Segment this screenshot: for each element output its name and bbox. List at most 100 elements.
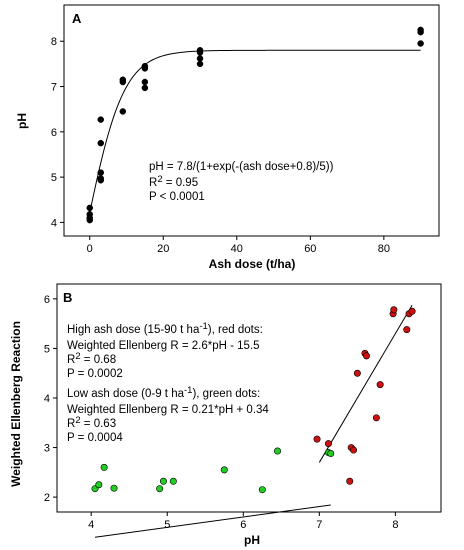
data-point bbox=[196, 55, 204, 62]
panel-b-points bbox=[91, 306, 416, 494]
x-tick-label: 60 bbox=[304, 243, 316, 255]
panel-b-low-line1-sup: -1 bbox=[184, 385, 192, 396]
data-point bbox=[100, 463, 108, 471]
data-point bbox=[376, 381, 384, 389]
panel-a-r2-sup: 2 bbox=[157, 174, 162, 185]
x-tick-label: 6 bbox=[240, 519, 246, 531]
data-point bbox=[220, 466, 228, 474]
data-point bbox=[141, 78, 149, 86]
panel-b-high-line1: High ash dose (15-90 t ha-1), red dots: bbox=[67, 321, 263, 336]
data-point bbox=[141, 84, 149, 92]
panel-b-high-line1-b: ), red dots: bbox=[208, 324, 263, 336]
panel-b-high-pvalue: P = 0.0002 bbox=[67, 368, 123, 380]
data-point bbox=[97, 139, 105, 147]
panel-b-low-r2-sup: 2 bbox=[75, 415, 80, 426]
data-point bbox=[97, 169, 105, 176]
panel-a-equation: pH = 7.8/(1+exp(-(ash dose+0.8)/5)) bbox=[149, 161, 334, 173]
panel-b: B 4 5 6 7 8 2 3 4 5 6 pH Weighted Ellenberg React… bbox=[9, 283, 442, 547]
panel-b-low-equation: Weighted Ellenberg R = 0.21*pH + 0.34 bbox=[67, 404, 269, 416]
data-point bbox=[110, 484, 118, 492]
data-point bbox=[169, 477, 177, 485]
data-point bbox=[324, 440, 332, 448]
x-tick-label: 8 bbox=[392, 519, 398, 531]
panel-a-fit-curve bbox=[89, 49, 421, 213]
panel-b-xlabel: pH bbox=[244, 533, 260, 547]
y-tick-label: 5 bbox=[51, 172, 57, 184]
data-point bbox=[97, 116, 105, 123]
panel-b-low-line1-b: ), green dots: bbox=[192, 388, 260, 400]
panel-a-r2: R2 = 0.95 bbox=[149, 174, 198, 189]
data-point bbox=[86, 204, 93, 212]
panel-a-r2-value: = 0.95 bbox=[163, 177, 199, 189]
panel-b-high-equation: Weighted Ellenberg R = 2.6*pH - 15.5 bbox=[67, 340, 260, 352]
panel-b-low-r2: R2 = 0.63 bbox=[67, 415, 116, 430]
data-point bbox=[350, 446, 358, 454]
data-point bbox=[159, 477, 167, 485]
panel-a-ylabel: pH bbox=[15, 113, 29, 129]
panel-a-points bbox=[86, 26, 424, 224]
data-point bbox=[417, 40, 424, 47]
x-tick-label: 40 bbox=[231, 243, 243, 255]
y-tick-label: 6 bbox=[51, 127, 57, 139]
data-point bbox=[417, 26, 424, 34]
data-point bbox=[403, 326, 411, 334]
panel-b-high-r2: R2 = 0.68 bbox=[67, 351, 116, 366]
panel-b-low-r2-prefix: R bbox=[67, 418, 75, 430]
y-tick-label: 2 bbox=[44, 492, 50, 504]
data-point bbox=[156, 485, 164, 493]
panel-a-frame bbox=[63, 4, 440, 237]
data-point bbox=[390, 306, 398, 314]
panel-a-ticks: 0 20 40 60 80 4 5 6 7 8 bbox=[51, 36, 390, 255]
x-tick-label: 7 bbox=[316, 519, 322, 531]
data-point bbox=[372, 414, 380, 422]
panel-b-low-line1-a: Low ash dose (0-9 t ha bbox=[67, 388, 185, 400]
panel-a-pvalue: P < 0.0001 bbox=[149, 191, 205, 203]
data-point bbox=[258, 486, 266, 494]
panel-b-high-r2-sup: 2 bbox=[75, 351, 80, 362]
y-tick-label: 7 bbox=[51, 82, 57, 94]
data-point bbox=[362, 352, 370, 360]
panel-a-label: A bbox=[72, 11, 82, 26]
data-point bbox=[86, 211, 93, 218]
panel-b-ylabel: Weighted Ellenberg Reaction bbox=[9, 321, 23, 487]
data-point bbox=[97, 175, 105, 182]
data-point bbox=[196, 47, 204, 54]
y-tick-label: 3 bbox=[44, 443, 50, 455]
data-point bbox=[274, 447, 282, 455]
panel-b-low-pvalue: P = 0.0004 bbox=[67, 432, 123, 444]
data-point bbox=[327, 450, 335, 458]
panel-b-high-line1-sup: -1 bbox=[199, 321, 207, 332]
y-tick-label: 8 bbox=[51, 36, 57, 48]
x-tick-label: 4 bbox=[88, 519, 94, 531]
data-point bbox=[141, 62, 149, 70]
fit-curve bbox=[89, 49, 421, 213]
fit-line bbox=[318, 304, 413, 463]
x-tick-label: 80 bbox=[378, 243, 390, 255]
data-point bbox=[95, 481, 103, 489]
data-point bbox=[346, 477, 354, 485]
x-tick-label: 0 bbox=[87, 243, 93, 255]
panel-a: A 0 20 40 60 80 4 5 6 7 8 Ash dose (t/ha) pH pH =… bbox=[15, 4, 440, 271]
data-point bbox=[408, 307, 416, 315]
x-tick-label: 5 bbox=[164, 519, 170, 531]
panel-a-r2-prefix: R bbox=[149, 177, 157, 189]
data-point bbox=[119, 76, 127, 83]
y-tick-label: 5 bbox=[44, 343, 50, 355]
panel-a-xlabel: Ash dose (t/ha) bbox=[209, 257, 296, 271]
panel-b-fit-lines bbox=[94, 304, 413, 538]
panel-b-low-r2-value: = 0.63 bbox=[81, 418, 117, 430]
y-tick-label: 6 bbox=[44, 294, 50, 306]
panel-b-low-line1: Low ash dose (0-9 t ha-1), green dots: bbox=[67, 385, 260, 400]
panel-b-high-r2-prefix: R bbox=[67, 354, 75, 366]
panel-b-label: B bbox=[63, 290, 72, 305]
panel-b-high-r2-value: = 0.68 bbox=[81, 354, 117, 366]
y-tick-label: 4 bbox=[44, 393, 50, 405]
panel-b-high-line1-a: High ash dose (15-90 t ha bbox=[67, 324, 200, 336]
data-point bbox=[119, 108, 127, 115]
fit-line bbox=[94, 504, 331, 538]
y-tick-label: 4 bbox=[51, 217, 57, 229]
data-point bbox=[353, 369, 361, 377]
data-point bbox=[196, 60, 204, 68]
panel-b-ticks: 4 5 6 7 8 2 3 4 5 6 bbox=[44, 294, 399, 531]
